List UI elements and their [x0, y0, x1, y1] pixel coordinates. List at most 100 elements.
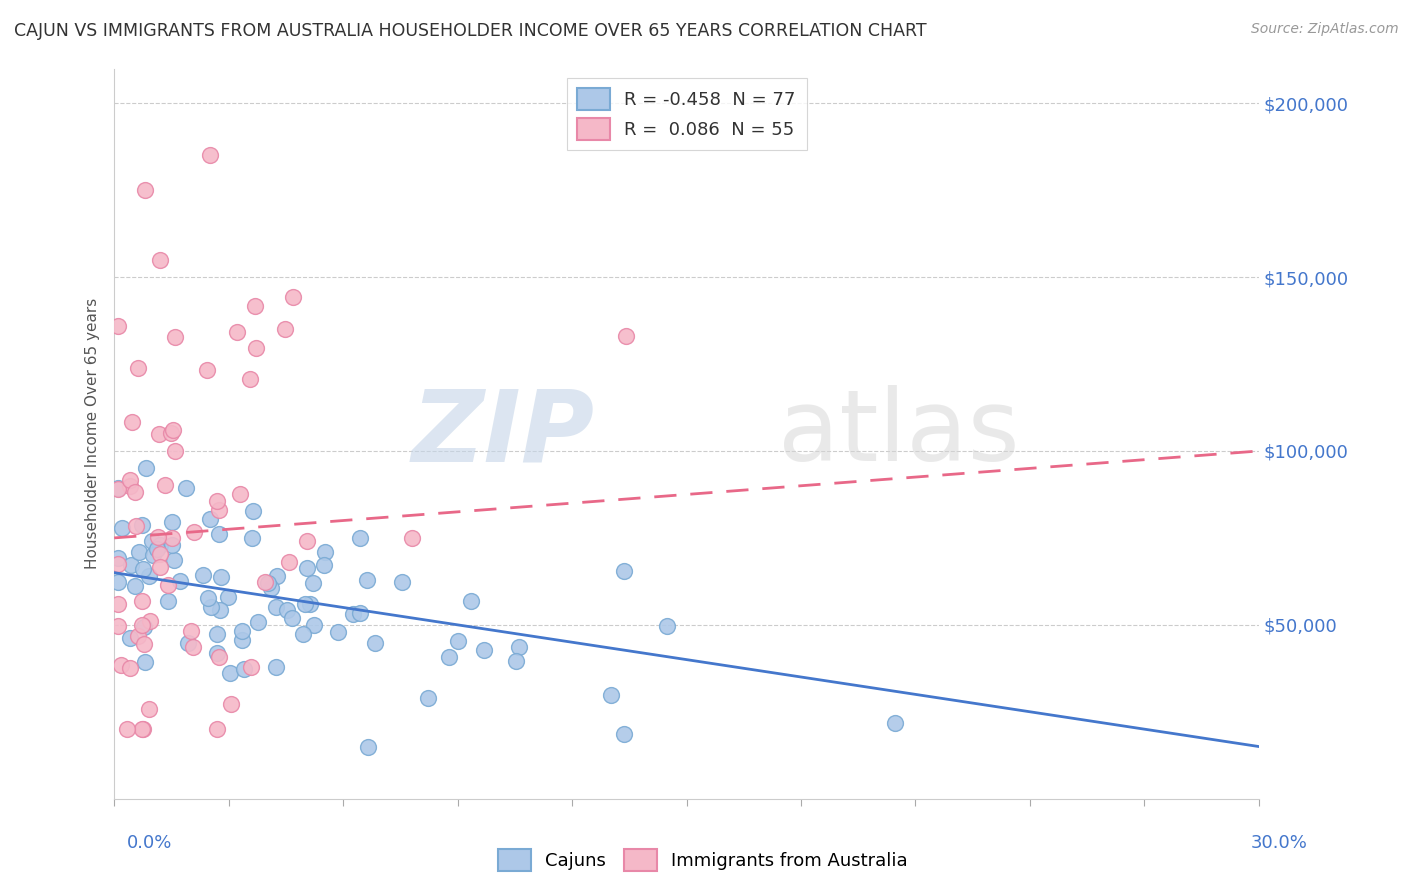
- Point: [200, 512, 222, 526]
- Legend: R = -0.458  N = 77, R =  0.086  N = 55: R = -0.458 N = 77, R = 0.086 N = 55: [567, 78, 807, 151]
- Point: [163, 329, 186, 343]
- Point: [153, 477, 176, 491]
- Point: [162, 531, 184, 545]
- Point: [297, 534, 319, 549]
- Text: 0.0%: 0.0%: [127, 834, 172, 852]
- Point: [107, 619, 129, 633]
- Point: [260, 581, 283, 595]
- Point: [226, 325, 249, 339]
- Point: [391, 575, 413, 590]
- Legend: Cajuns, Immigrants from Australia: Cajuns, Immigrants from Australia: [491, 842, 915, 879]
- Point: [157, 594, 180, 608]
- Text: Source: ZipAtlas.com: Source: ZipAtlas.com: [1251, 22, 1399, 37]
- Point: [148, 426, 170, 441]
- Point: [127, 360, 149, 375]
- Text: CAJUN VS IMMIGRANTS FROM AUSTRALIA HOUSEHOLDER INCOME OVER 65 YEARS CORRELATION : CAJUN VS IMMIGRANTS FROM AUSTRALIA HOUSE…: [14, 22, 927, 40]
- Point: [614, 329, 637, 343]
- Point: [181, 640, 204, 654]
- Point: [118, 632, 141, 646]
- Point: [245, 342, 267, 356]
- Point: [124, 484, 146, 499]
- Point: [219, 697, 242, 711]
- Point: [177, 636, 200, 650]
- Point: [655, 619, 678, 633]
- Point: [401, 531, 423, 545]
- Point: [127, 629, 149, 643]
- Y-axis label: Householder Income Over 65 years: Householder Income Over 65 years: [86, 298, 100, 569]
- Point: [472, 643, 495, 657]
- Point: [299, 598, 322, 612]
- Point: [231, 632, 253, 647]
- Point: [294, 597, 316, 611]
- Point: [132, 722, 155, 736]
- Point: [124, 519, 146, 533]
- Point: [356, 573, 378, 587]
- Point: [209, 603, 232, 617]
- Point: [205, 494, 228, 508]
- Point: [273, 322, 295, 336]
- Point: [314, 545, 336, 559]
- Point: [198, 148, 221, 162]
- Point: [508, 640, 530, 654]
- Point: [291, 627, 314, 641]
- Text: 30.0%: 30.0%: [1251, 834, 1308, 852]
- Point: [256, 576, 278, 591]
- Point: [205, 647, 228, 661]
- Point: [115, 722, 138, 736]
- Point: [142, 548, 165, 562]
- Point: [460, 594, 482, 608]
- Point: [148, 530, 170, 544]
- Point: [349, 606, 371, 620]
- Point: [217, 591, 239, 605]
- Point: [146, 541, 169, 556]
- Point: [132, 562, 155, 576]
- Point: [363, 636, 385, 650]
- Point: [157, 578, 180, 592]
- Point: [613, 565, 636, 579]
- Point: [505, 654, 527, 668]
- Point: [208, 502, 231, 516]
- Point: [295, 561, 318, 575]
- Point: [229, 487, 252, 501]
- Point: [120, 558, 142, 572]
- Point: [302, 617, 325, 632]
- Point: [447, 634, 470, 648]
- Point: [160, 538, 183, 552]
- Point: [231, 624, 253, 638]
- Point: [128, 544, 150, 558]
- Point: [200, 600, 222, 615]
- Point: [132, 620, 155, 634]
- Point: [884, 716, 907, 731]
- Point: [246, 615, 269, 630]
- Point: [141, 533, 163, 548]
- Point: [209, 570, 232, 584]
- Point: [139, 614, 162, 628]
- Point: [283, 290, 305, 304]
- Point: [207, 527, 229, 541]
- Point: [191, 568, 214, 582]
- Point: [118, 478, 141, 492]
- Point: [613, 727, 636, 741]
- Point: [121, 415, 143, 429]
- Point: [233, 662, 256, 676]
- Point: [326, 624, 349, 639]
- Point: [131, 618, 153, 632]
- Point: [138, 702, 160, 716]
- Point: [242, 504, 264, 518]
- Point: [302, 575, 325, 590]
- Point: [131, 517, 153, 532]
- Point: [197, 591, 219, 605]
- Point: [197, 363, 219, 377]
- Point: [160, 425, 183, 440]
- Point: [349, 531, 371, 545]
- Point: [149, 559, 172, 574]
- Text: ZIP: ZIP: [412, 385, 595, 482]
- Point: [134, 655, 156, 669]
- Point: [437, 649, 460, 664]
- Point: [176, 481, 198, 495]
- Point: [169, 574, 191, 589]
- Point: [131, 593, 153, 607]
- Point: [219, 665, 242, 680]
- Point: [163, 553, 186, 567]
- Point: [264, 659, 287, 673]
